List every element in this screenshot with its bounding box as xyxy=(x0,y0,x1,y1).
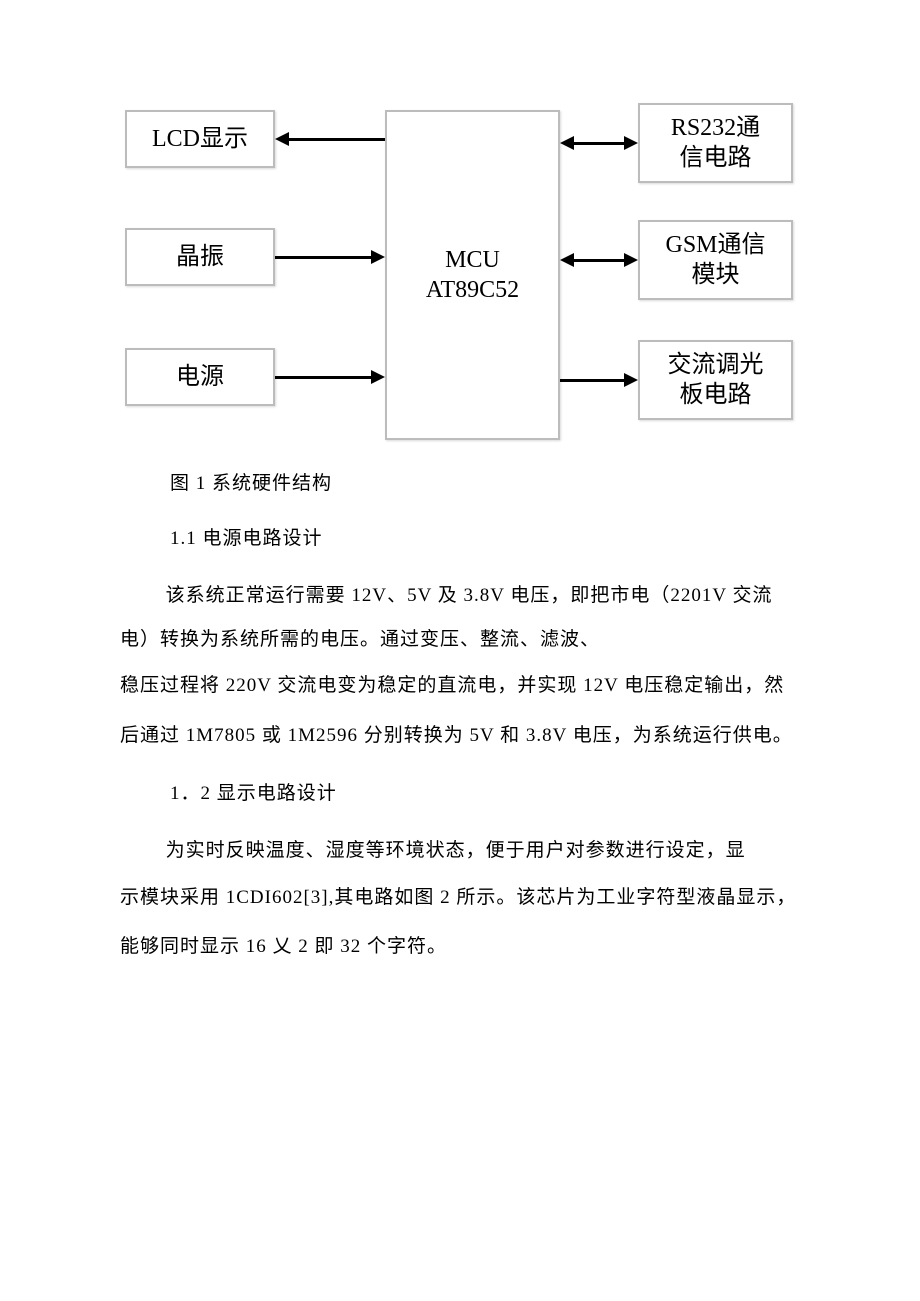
edge-mcu-rs232-arrow-l xyxy=(560,136,574,150)
node-xtal: 晶振 xyxy=(125,228,275,286)
node-rs232-label: RS232通 信电路 xyxy=(671,113,760,173)
edge-mcu-rs232 xyxy=(574,142,624,145)
edge-xtal-mcu xyxy=(275,256,371,259)
node-xtal-label: 晶振 xyxy=(176,242,224,272)
paragraph-1b: 稳压过程将 220V 交流电变为稳定的直流电，并实现 12V 电压稳定输出，然后… xyxy=(120,661,800,760)
edge-mcu-dimmer xyxy=(560,379,624,382)
edge-mcu-gsm-arrow-l xyxy=(560,253,574,267)
paragraph-1: 该系统正常运行需要 12V、5V 及 3.8V 电压，即把市电（2201V 交流… xyxy=(120,574,800,661)
edge-power-mcu-arrow xyxy=(371,370,385,384)
node-lcd-label: LCD显示 xyxy=(152,124,248,154)
node-mcu: MCU AT89C52 xyxy=(385,110,560,440)
edge-power-mcu xyxy=(275,376,371,379)
node-lcd: LCD显示 xyxy=(125,110,275,168)
node-power: 电源 xyxy=(125,348,275,406)
edge-mcu-gsm-arrow-r xyxy=(624,253,638,267)
paragraph-2: 为实时反映温度、湿度等环境状态，便于用户对参数进行设定，显 xyxy=(120,829,800,873)
figure-1-caption: 图 1 系统硬件结构 xyxy=(170,468,800,495)
edge-mcu-gsm xyxy=(574,259,624,262)
node-gsm: GSM通信 模块 xyxy=(638,220,793,300)
node-rs232: RS232通 信电路 xyxy=(638,103,793,183)
section-1-2-heading: 1．2 显示电路设计 xyxy=(170,778,800,805)
node-dimmer-label: 交流调光 板电路 xyxy=(668,350,764,410)
paragraph-1-text: 该系统正常运行需要 12V、5V 及 3.8V 电压，即把市电（2201V 交流… xyxy=(120,585,772,650)
node-dimmer: 交流调光 板电路 xyxy=(638,340,793,420)
section-1-1-heading: 1.1 电源电路设计 xyxy=(170,523,800,550)
edge-mcu-rs232-arrow-r xyxy=(624,136,638,150)
edge-mcu-lcd xyxy=(289,138,385,141)
paragraph-2b: 示模块采用 1CDI602[3],其电路如图 2 所示。该芯片为工业字符型液晶显… xyxy=(120,873,800,972)
node-mcu-label: MCU AT89C52 xyxy=(426,245,519,305)
node-power-label: 电源 xyxy=(176,362,224,392)
node-gsm-label: GSM通信 模块 xyxy=(665,230,765,290)
edge-mcu-lcd-arrow xyxy=(275,132,289,146)
edge-mcu-dimmer-arrow xyxy=(624,373,638,387)
edge-xtal-mcu-arrow xyxy=(371,250,385,264)
system-hardware-diagram: LCD显示 晶振 电源 MCU AT89C52 RS232通 信电路 GSM通信… xyxy=(120,100,800,460)
paragraph-2-text: 为实时反映温度、湿度等环境状态，便于用户对参数进行设定，显 xyxy=(166,840,746,861)
